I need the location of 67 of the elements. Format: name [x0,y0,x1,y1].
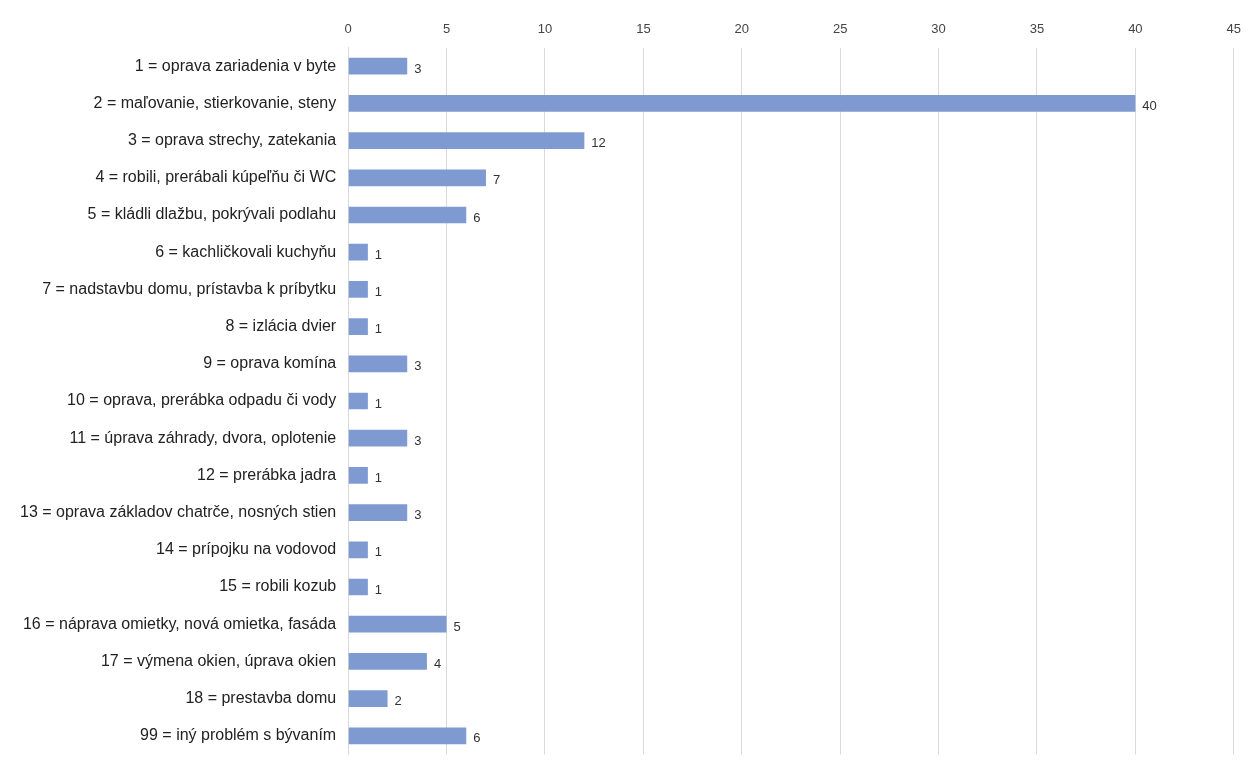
data-label: 6 [473,730,481,746]
y-tick-label: 7 = nadstavbu domu, prístavba k príbytku [42,279,337,297]
data-label: 1 [374,544,383,560]
bar [348,467,368,484]
y-tick-label: 2 = maľovanie, stierkovanie, steny [93,93,337,111]
bar [348,541,368,559]
data-label: 1 [374,581,383,597]
x-tick-label: 5 [442,21,451,37]
bar [348,243,368,261]
y-tick-label: 3 = oprava strechy, zatekania [127,131,337,149]
y-tick-label: 5 = kládli dlažbu, pokrývali podlahu [87,205,337,223]
data-label: 1 [374,321,383,337]
data-label: 4 [433,655,442,671]
x-tick-label: 10 [537,21,553,37]
bar [348,355,408,373]
y-tick-label: 12 = prerábka jadra [196,465,337,483]
bar [348,615,447,633]
y-tick-label: 11 = úprava záhrady, dvora, oplotenie [69,428,337,446]
y-tick-label: 8 = izlácia dvier [225,317,337,335]
bar [348,169,486,187]
data-label: 40 [1142,97,1157,113]
bar [348,281,368,298]
y-tick-label: 17 = výmena okien, úprava okien [100,651,337,669]
data-label: 1 [374,283,383,299]
bar [348,504,408,521]
y-tick-label: 15 = robili kozub [219,577,337,595]
x-tick-label: 45 [1226,21,1241,37]
y-tick-label: 16 = náprava omietky, nová omietka, fasáda [22,614,337,632]
data-label: 1 [374,395,383,411]
y-tick-label: 4 = robili, prerábali kúpeľňu či WC [95,168,337,186]
data-label: 3 [414,507,422,523]
data-label: 3 [414,432,422,448]
data-label: 12 [591,135,606,151]
data-label: 1 [374,246,383,262]
y-tick-label: 6 = kachličkovali kuchyňu [155,242,337,260]
x-tick-label: 30 [931,21,946,37]
data-label: 6 [473,209,481,225]
x-tick-label: 40 [1128,21,1143,37]
x-tick-label: 35 [1029,21,1045,37]
bar [348,653,427,670]
data-label: 3 [414,358,422,374]
bar [348,392,368,410]
bar [348,206,467,224]
y-tick-label: 14 = prípojku na vodovod [156,540,337,558]
data-label: 3 [414,60,422,76]
bar [348,95,1136,112]
bar [348,57,408,75]
bar [348,690,388,707]
y-tick-label: 10 = oprava, prerábka odpadu či vody [67,391,337,409]
y-tick-label: 9 = oprava komína [203,354,337,372]
y-tick-label: 18 = prestavba domu [185,689,337,707]
x-tick-label: 15 [636,21,651,37]
y-tick-label: 1 = oprava zariadenia v byte [134,56,337,74]
data-label: 2 [394,693,402,709]
data-label: 7 [492,172,501,188]
bar [348,727,467,745]
x-tick-label: 0 [344,21,352,37]
bar [348,429,408,447]
bar [348,132,585,149]
x-tick-label: 20 [734,21,750,37]
y-tick-label: 99 = iný problém s bývaním [140,726,337,744]
bar [348,578,368,596]
x-tick-label: 25 [832,21,848,37]
data-label: 1 [374,469,383,485]
y-tick-label: 13 = oprava základov chatrče, nosných stien [20,503,337,521]
data-label: 5 [453,618,461,634]
bar [348,318,368,335]
